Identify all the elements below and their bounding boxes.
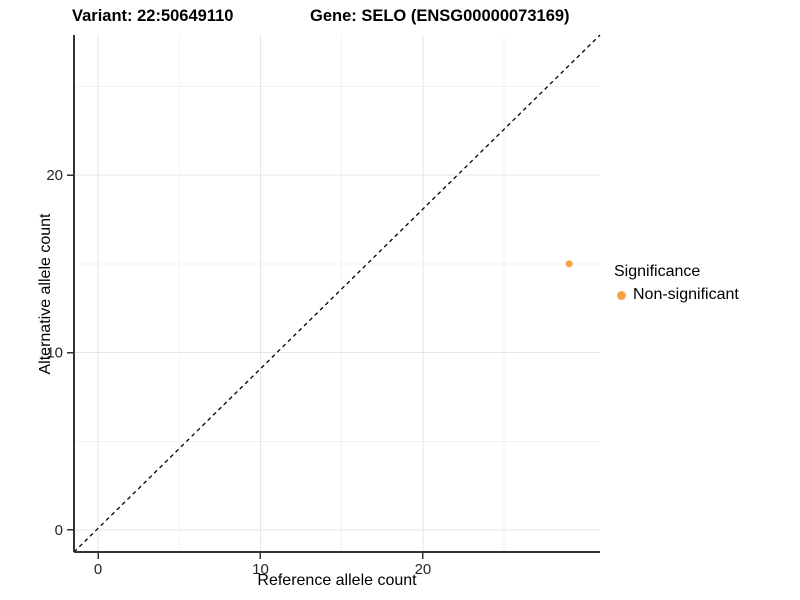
y-tick-label: 20: [46, 167, 63, 184]
legend-item-non-significant: Non-significant: [614, 286, 739, 304]
y-tick-label: 10: [46, 345, 63, 362]
variant-title: Variant: 22:50649110: [72, 7, 234, 25]
x-axis-title: Reference allele count: [257, 572, 417, 589]
identity-dashed-line: [73, 34, 601, 553]
y-tick-label: 0: [55, 522, 63, 539]
legend: Significance Non-significant: [614, 263, 739, 304]
x-tick-label: 0: [94, 561, 102, 578]
non-significant-dot-icon: [617, 290, 626, 300]
gene-title: Gene: SELO (ENSG00000073169): [310, 7, 570, 25]
legend-title: Significance: [614, 263, 701, 280]
x-tick-label: 20: [415, 561, 432, 578]
x-tick-label: 10: [252, 561, 269, 578]
y-axis-title: Alternative allele count: [37, 213, 54, 375]
data-point: [565, 260, 573, 268]
legend-item-label: Non-significant: [633, 286, 739, 303]
